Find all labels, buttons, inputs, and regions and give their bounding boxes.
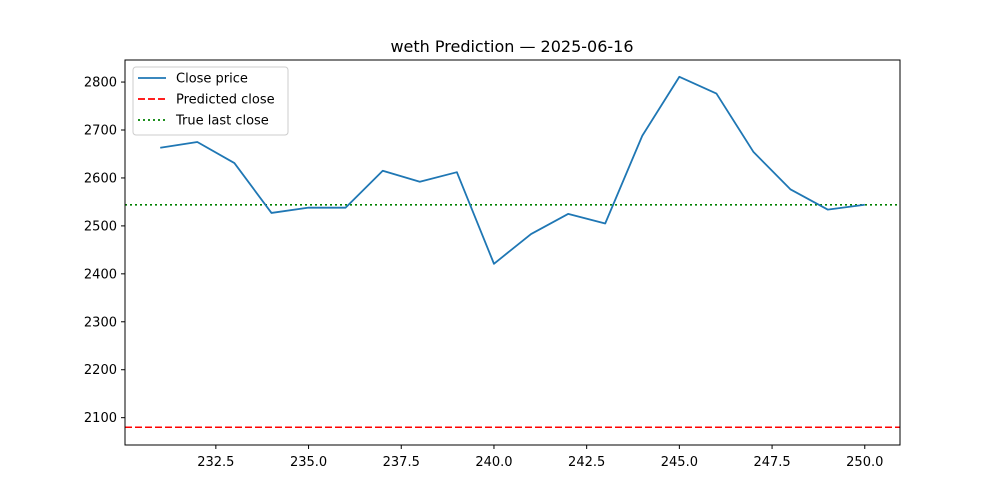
x-tick-label: 235.0 [290,455,327,470]
y-tick-label: 2500 [84,219,117,234]
x-tick-label: 232.5 [197,455,234,470]
y-tick-label: 2200 [84,363,117,378]
series-line-1 [160,75,865,265]
legend-box [132,66,289,136]
legend-label: Predicted close [176,93,275,108]
x-tick-label: 240.0 [475,455,512,470]
x-tick-label: 250.0 [846,455,883,470]
y-tick-label: 2700 [84,124,117,139]
y-tick-label: 2800 [84,76,117,91]
x-tick-label: 237.5 [383,455,420,470]
x-tick-label: 247.5 [753,455,790,470]
y-tick-label: 2300 [84,315,117,330]
plot-frame [124,59,901,446]
x-tick-label: 245.0 [661,455,698,470]
legend: Close price Predicted close True last clos… [132,66,289,136]
legend-label: Close price [176,72,248,87]
axes: 232.5 235.0 237.5 240.0 242.5 245.0 247.5 250.0… [84,59,901,470]
y-tick-label: 2600 [84,171,117,186]
y-tick-label: 2100 [84,411,117,426]
y-tick-label: 2400 [84,267,117,282]
chart-title: weth Prediction — 2025-06-16 [390,37,633,56]
plot-area [125,75,900,429]
x-tick-label: 242.5 [568,455,605,470]
legend-label: True last close [175,114,269,129]
